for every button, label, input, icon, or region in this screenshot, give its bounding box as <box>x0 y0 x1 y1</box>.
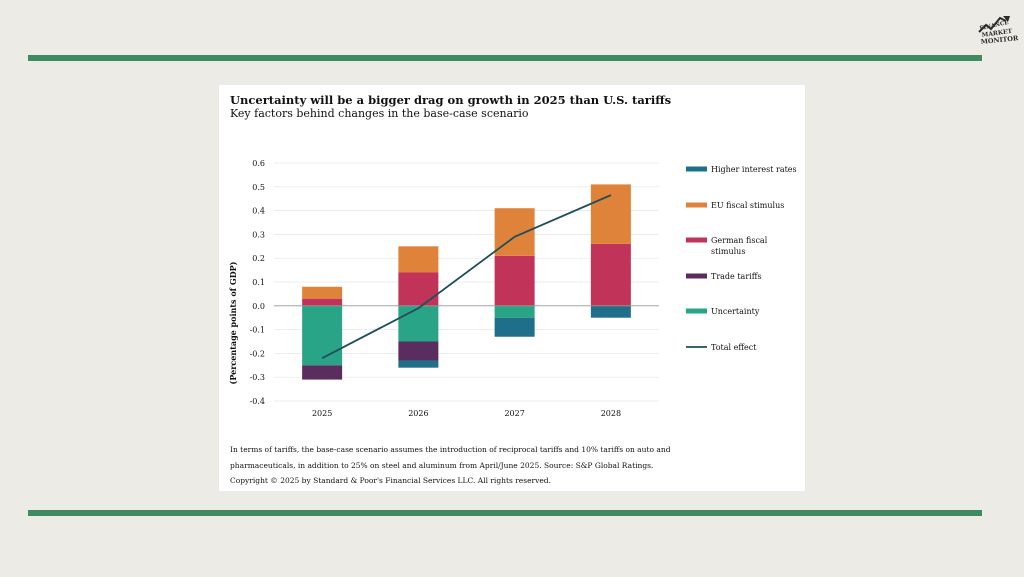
logo-text-line-2: MARKET <box>981 28 1013 39</box>
logo-text-line-1: FINANCE <box>979 20 1009 32</box>
stacked-bar-chart: 0.6 0.5 0.4 0.3 0.2 0.1 0.0 -0.1 -0.2 -0.3 -0.4 202… <box>228 159 797 418</box>
bottom-divider <box>28 510 982 516</box>
x-tick-label: 2027 <box>504 409 524 418</box>
bar-trade-tariffs-2025 <box>302 365 343 380</box>
legend-swatch <box>686 273 707 279</box>
y-axis-label: (Percentage points of GDP) <box>228 261 238 384</box>
legend-label: Total effect <box>711 343 757 352</box>
y-tick-label: 0.6 <box>252 159 265 168</box>
bar-uncertainty-2026 <box>398 305 439 342</box>
axis-layer: 0.6 0.5 0.4 0.3 0.2 0.1 0.0 -0.1 -0.2 -0.3 -0.4 202… <box>250 159 659 418</box>
footnote-line-3: Copyright © 2025 by Standard & Poor's Fi… <box>230 476 551 485</box>
legend-item: Higher interest rates <box>686 165 797 174</box>
legend-item: EU fiscal stimulus <box>686 201 784 210</box>
y-tick-label: 0.5 <box>252 183 265 192</box>
y-tick-label: -0.4 <box>250 397 265 406</box>
x-tick-label: 2025 <box>312 409 332 418</box>
legend-swatch <box>686 237 707 243</box>
bar-eu-fiscal-stimulus-2025 <box>302 286 343 299</box>
y-tick-label: -0.3 <box>250 373 265 382</box>
y-tick-label: -0.1 <box>250 326 265 335</box>
x-tick-label: 2026 <box>408 409 428 418</box>
bar-german-fiscal-stimulus-2025 <box>302 298 343 306</box>
line-layer <box>321 194 612 359</box>
legend-item: Trade tariffs <box>686 272 761 281</box>
chart-title: Uncertainty will be a bigger drag on gro… <box>230 93 672 107</box>
bar-higher-interest-rates-2028 <box>590 305 631 318</box>
finance-market-monitor-logo: FINANCE MARKET MONITOR <box>978 16 1019 46</box>
x-tick-label: 2028 <box>601 409 621 418</box>
logo-text-line-3: MONITOR <box>980 34 1019 46</box>
legend-swatch <box>686 202 707 208</box>
legend-swatch <box>686 166 707 172</box>
bar-uncertainty-2027 <box>494 305 535 318</box>
legend-item: Total effect <box>686 343 757 352</box>
legend-label: German fiscal <box>711 236 768 245</box>
arrow-head-icon <box>1003 16 1010 22</box>
footnote-line-2: pharmaceuticals, in addition to 25% on s… <box>230 460 654 470</box>
legend-swatch <box>686 308 707 314</box>
footnote-line-1: In terms of tariffs, the base-case scena… <box>230 445 671 454</box>
chart-subtitle: Key factors behind changes in the base-c… <box>230 107 529 120</box>
bar-german-fiscal-stimulus-2027 <box>494 255 535 306</box>
bar-eu-fiscal-stimulus-2026 <box>398 246 439 273</box>
legend-layer: Higher interest rates EU fiscal stimulus G… <box>686 165 797 352</box>
bar-higher-interest-rates-2026 <box>398 360 439 368</box>
legend-label: Trade tariffs <box>711 272 761 281</box>
y-tick-label: 0.3 <box>252 230 265 239</box>
bar-trade-tariffs-2026 <box>398 341 439 361</box>
chart-card: Uncertainty will be a bigger drag on gro… <box>219 85 805 491</box>
y-tick-label: 0.0 <box>252 302 265 311</box>
rising-chart-icon <box>978 16 1007 33</box>
legend-label: Higher interest rates <box>711 165 797 174</box>
bar-higher-interest-rates-2027 <box>494 317 535 337</box>
bar-german-fiscal-stimulus-2026 <box>398 272 439 306</box>
legend-label: Uncertainty <box>711 307 760 316</box>
bar-eu-fiscal-stimulus-2027 <box>494 208 535 256</box>
legend-label: stimulus <box>711 247 745 256</box>
legend-item: Uncertainty <box>686 307 760 316</box>
bar-layer <box>302 184 631 380</box>
footnote: In terms of tariffs, the base-case scena… <box>230 442 800 489</box>
bar-eu-fiscal-stimulus-2028 <box>590 184 631 244</box>
legend-item: German fiscal stimulus <box>686 236 768 256</box>
y-tick-label: -0.2 <box>250 349 265 358</box>
top-divider <box>28 55 982 61</box>
y-tick-label: 0.2 <box>252 254 265 263</box>
y-tick-label: 0.4 <box>252 207 265 216</box>
y-tick-label: 0.1 <box>252 278 265 287</box>
legend-label: EU fiscal stimulus <box>711 201 784 210</box>
total-effect-line <box>321 194 612 359</box>
bar-german-fiscal-stimulus-2028 <box>590 243 631 306</box>
bar-uncertainty-2025 <box>302 305 343 366</box>
